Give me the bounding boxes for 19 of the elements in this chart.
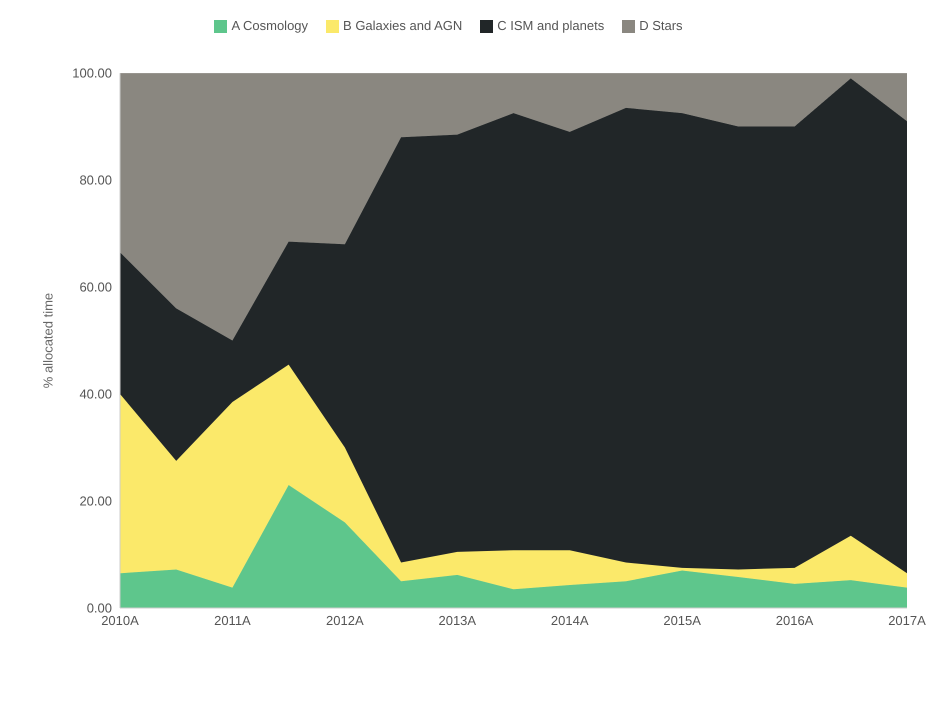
legend-label: C ISM and planets [497,18,604,33]
x-tick-label: 2012A [326,613,364,628]
x-tick-label: 2010A [101,613,140,628]
y-tick-label: 60.00 [79,280,112,295]
legend-label: D Stars [639,18,683,33]
legend-label: B Galaxies and AGN [343,18,462,33]
y-tick-label: 40.00 [79,386,112,402]
x-tick-label: 2015A [663,613,702,628]
legend-label: A Cosmology [231,18,308,33]
y-tick-label: 100.00 [72,66,112,81]
x-tick-label: 2014A [550,613,589,628]
y-axis-title: % allocated time [40,292,56,388]
x-tick-label: 2011A [214,613,252,628]
y-tick-label: 20.00 [79,494,112,509]
x-tick-label: 2016A [776,613,814,628]
x-tick-label: 2013A [438,613,476,628]
y-tick-label: 80.00 [79,172,112,188]
x-tick-label: 2017A [888,613,926,628]
y-tick-label: 0.00 [86,600,112,616]
